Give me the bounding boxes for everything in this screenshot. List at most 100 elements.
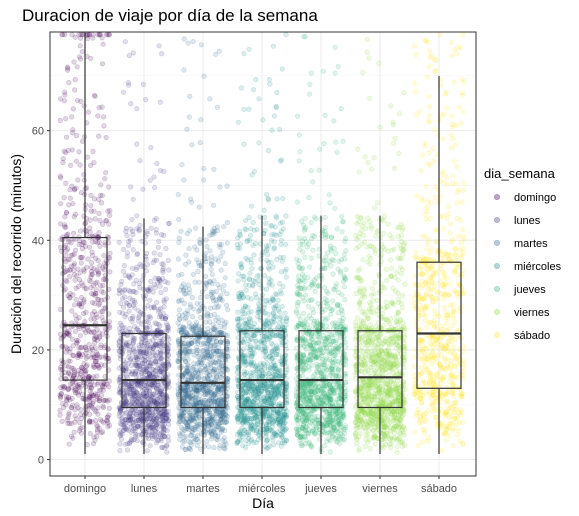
data-point: [159, 402, 165, 408]
data-point: [322, 365, 328, 371]
data-point: [70, 292, 76, 298]
data-point: [342, 256, 348, 262]
data-point: [157, 312, 164, 318]
data-point: [276, 410, 282, 416]
data-point: [129, 397, 135, 403]
data-point: [124, 391, 131, 397]
data-point: [305, 357, 311, 363]
data-point: [238, 262, 244, 268]
data-point: [107, 269, 113, 275]
data-point: [197, 329, 203, 335]
data-point: [235, 278, 241, 284]
data-point: [57, 395, 64, 401]
data-point: [72, 413, 78, 419]
data-point: [271, 113, 278, 119]
data-point: [264, 437, 270, 443]
data-point: [255, 386, 261, 392]
data-point: [252, 320, 258, 327]
data-point: [120, 268, 126, 274]
data-point: [312, 288, 318, 294]
data-point: [76, 352, 82, 358]
data-point: [262, 444, 268, 450]
data-point: [69, 183, 75, 189]
data-point: [103, 397, 109, 403]
data-point: [76, 350, 82, 356]
data-point: [68, 404, 74, 411]
data-point: [81, 299, 87, 305]
data-point: [283, 380, 290, 386]
data-point: [88, 265, 94, 271]
data-point: [209, 281, 215, 287]
data-point: [154, 415, 160, 421]
data-point: [199, 384, 205, 390]
data-point: [275, 297, 281, 304]
data-point: [307, 344, 314, 350]
data-point: [117, 320, 123, 326]
data-point: [296, 132, 303, 138]
data-point: [158, 386, 164, 392]
data-point: [130, 341, 136, 347]
data-point: [78, 383, 84, 389]
data-point: [208, 346, 214, 352]
data-point: [76, 384, 82, 390]
data-point: [176, 216, 182, 223]
data-point: [97, 416, 104, 423]
data-point: [57, 173, 63, 179]
data-point: [224, 219, 231, 226]
data-point: [339, 229, 345, 235]
data-point: [210, 228, 216, 234]
data-point: [86, 394, 92, 400]
data-point: [184, 351, 190, 357]
data-point: [310, 337, 316, 343]
data-point: [223, 358, 229, 364]
data-point: [204, 439, 210, 445]
data-point: [153, 352, 159, 359]
data-point: [90, 328, 97, 335]
data-point: [271, 418, 277, 424]
data-point: [61, 98, 68, 104]
data-point: [60, 159, 66, 166]
data-point: [235, 235, 241, 241]
data-point: [63, 393, 69, 399]
data-point: [210, 297, 216, 303]
data-point: [90, 400, 96, 406]
data-point: [96, 398, 102, 404]
data-point: [322, 284, 328, 291]
data-point: [130, 228, 136, 234]
data-point: [93, 358, 100, 364]
data-point: [95, 405, 101, 411]
data-point: [295, 292, 301, 298]
data-point: [318, 397, 324, 403]
data-point: [89, 419, 95, 425]
data-point: [79, 138, 86, 144]
data-point: [127, 295, 133, 301]
data-point: [136, 315, 142, 321]
data-point: [99, 35, 105, 41]
data-point: [165, 322, 171, 328]
data-point: [222, 446, 228, 452]
data-point: [93, 287, 99, 293]
data-point: [206, 444, 212, 450]
data-point: [148, 225, 154, 231]
data-point: [241, 50, 247, 57]
data-point: [334, 149, 340, 155]
data-point: [89, 271, 96, 277]
data-point: [64, 279, 70, 285]
data-point: [216, 359, 222, 365]
data-point: [273, 103, 279, 110]
data-point: [203, 280, 209, 286]
data-point: [86, 420, 92, 426]
data-point: [71, 59, 77, 65]
data-point: [277, 281, 283, 287]
data-point: [255, 314, 261, 320]
data-point: [271, 442, 277, 448]
data-point: [87, 347, 93, 353]
data-point: [123, 225, 129, 231]
data-point: [134, 398, 140, 404]
data-point: [333, 337, 340, 344]
data-point: [63, 277, 69, 284]
data-point: [207, 248, 213, 254]
data-point: [157, 277, 163, 283]
data-point: [262, 214, 268, 221]
data-point: [72, 388, 78, 394]
